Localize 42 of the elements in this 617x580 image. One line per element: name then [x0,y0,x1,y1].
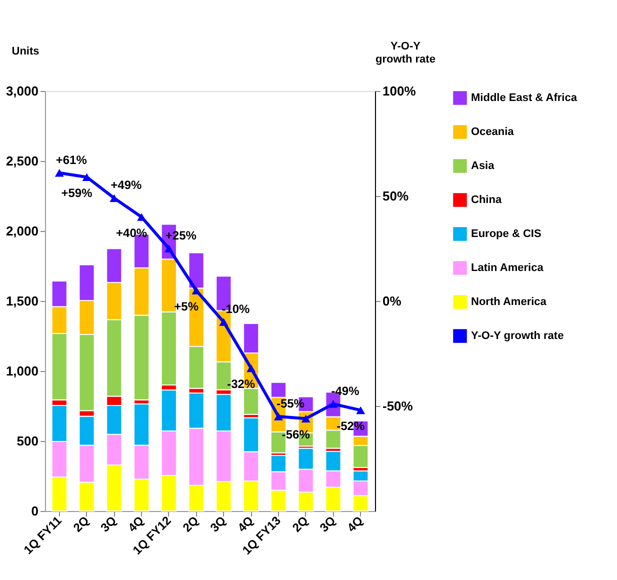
y-tick-label: 0 [31,504,38,518]
data-label: +49% [110,178,142,192]
point [356,406,366,414]
legend-label: Oceania [471,126,515,138]
data-label: -49% [331,384,360,398]
y-axis-title: Units [12,46,40,58]
legend-label: Asia [471,160,496,172]
x-tick-label: 2Q [70,514,92,535]
data-label: +61% [56,152,88,167]
data-label: +40% [116,226,148,240]
point [54,169,64,177]
data-label: +59% [61,186,93,200]
x-tick-label: 3Q [316,514,338,535]
x-tick-label: 4Q [125,514,146,535]
data-label: -55% [276,396,305,410]
y-tick-label: 2,000 [6,224,38,238]
legend-label: North America [471,296,548,308]
point [219,318,228,326]
x-tick-label: 3Q [98,514,120,535]
legend-label: Europe & CIS [471,228,542,240]
x-tick-label: 2Q [290,514,311,535]
data-label: -10% [222,302,250,316]
point [164,244,174,252]
x-tick-label: 3Q [207,514,229,535]
y2-tick-label: 100% [382,84,416,98]
y-tick-label: 3,000 [6,84,38,98]
y-tick-label: 2,500 [6,154,38,168]
y-tick-label: 1,500 [6,294,38,308]
legend-label: Y-O-Y growth rate [471,330,564,342]
y2-tick-label: 0% [382,294,402,308]
y-tick-label: 1,000 [6,364,38,378]
legend-label: Middle East & Africa [471,92,578,104]
x-tick-label: 4Q [344,514,366,535]
y2-axis-title: Y-O-Y growth rate [376,40,436,66]
y2-tick-label: 50% [382,188,409,204]
point [192,286,201,294]
x-tick-label: 4Q [234,514,256,535]
x-tick-label: 2Q [180,514,202,535]
y-tick-label: 500 [16,434,38,448]
legend-label: Latin America [471,262,544,274]
legend-label: China [471,194,502,206]
y2-tick-label: -50% [382,398,414,414]
